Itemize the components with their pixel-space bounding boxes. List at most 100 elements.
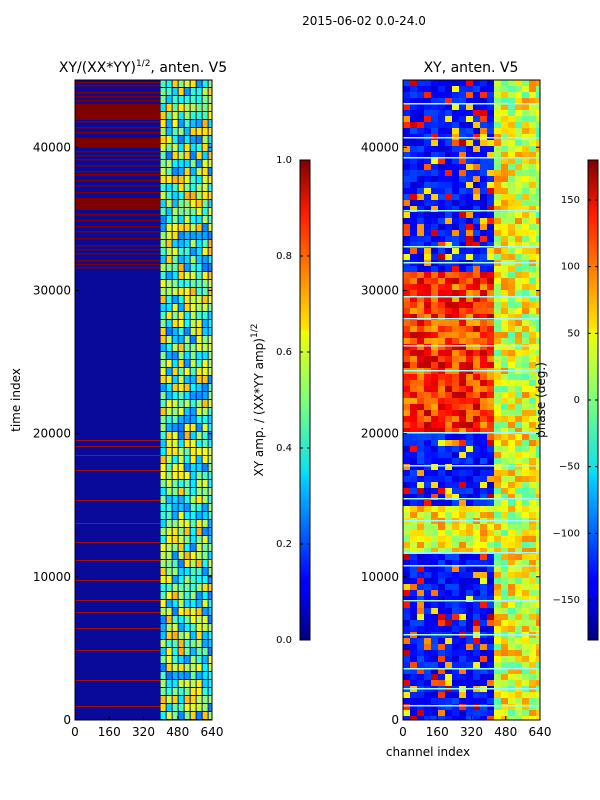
phase-cell [466,200,473,206]
phase-cell [459,620,466,626]
phase-cell [445,356,452,362]
phase-cell [529,434,536,440]
amplitude-band-cell [190,368,196,375]
phase-cell [487,152,494,158]
phase-cell [424,158,431,164]
phase-cell [501,230,508,236]
phase-cell [487,458,494,464]
phase-cell [431,530,438,536]
amplitude-band-cell [208,664,212,671]
phase-cell [501,422,508,428]
amplitude-band-cell [160,352,166,359]
phase-cell [466,656,473,662]
phase-cell [494,380,501,386]
amplitude-band-cell [208,464,212,471]
phase-cell [480,572,487,578]
phase-cell [508,464,515,470]
phase-cell [410,350,417,356]
phase-cell [494,452,501,458]
phase-cell [494,170,501,176]
phase-cell [487,224,494,230]
amplitude-band-cell [172,624,178,631]
phase-cell [522,680,529,686]
phase-cell [459,140,466,146]
phase-cell [459,428,466,434]
phase-cell [515,596,522,602]
phase-cell [438,482,445,488]
amplitude-band-cell [166,320,172,327]
amplitude-band-cell [190,528,196,535]
phase-cell [417,374,424,380]
phase-cell [494,704,501,710]
amplitude-band-cell [202,568,208,575]
amplitude-band-cell [172,120,178,127]
phase-cell [536,338,540,344]
phase-cell [536,440,540,446]
phase-cell [445,194,452,200]
amplitude-band-cell [190,408,196,415]
phase-cell [417,416,424,422]
amplitude-band-cell [184,488,190,495]
phase-cell [466,116,473,122]
amplitude-band-cell [208,704,212,711]
amplitude-band-cell [208,248,212,255]
phase-cell [403,158,410,164]
amplitude-band-cell [178,696,184,703]
phase-cell [529,704,536,710]
phase-cell [445,554,452,560]
phase-cell [515,578,522,584]
phase-cell [508,278,515,284]
phase-cell [431,398,438,404]
phase-cell [431,704,438,710]
phase-cell [403,146,410,152]
phase-cell [403,200,410,206]
amplitude-band-cell [208,512,212,519]
phase-cell [431,626,438,632]
phase-cell [473,164,480,170]
phase-cell [487,608,494,614]
phase-cell [438,440,445,446]
phase-cell [487,710,494,716]
phase-cell [438,158,445,164]
phase-flag-line [403,634,540,636]
phase-cell [508,230,515,236]
phase-cell [445,170,452,176]
phase-cell [466,266,473,272]
phase-cell [417,308,424,314]
amplitude-band-cell [196,296,202,303]
phase-cell [494,488,501,494]
phase-cell [473,410,480,416]
amplitude-band-cell [190,360,196,367]
amplitude-band-cell [190,640,196,647]
phase-cell [452,524,459,530]
amplitude-band-cell [172,352,178,359]
phase-cell [480,434,487,440]
phase-cell [403,548,410,554]
phase-cell [536,350,540,356]
phase-cell [487,530,494,536]
phase-cell [473,674,480,680]
amplitude-band-cell [190,680,196,687]
phase-cell [438,452,445,458]
phase-cell [459,602,466,608]
phase-cell [410,218,417,224]
amplitude-band-cell [196,280,202,287]
phase-cell [459,674,466,680]
phase-cell [452,494,459,500]
amplitude-band-cell [190,200,196,207]
amplitude-band-cell [160,600,166,607]
phase-cell [515,710,522,716]
phase-cell [445,140,452,146]
phase-cell [515,140,522,146]
amplitude-band-cell [184,264,190,271]
phase-cell [529,638,536,644]
amplitude-saturated-row [75,192,212,194]
phase-cell [445,104,452,110]
amplitude-band-cell [202,360,208,367]
phase-cell [487,692,494,698]
phase-cell [515,698,522,704]
phase-cell [410,458,417,464]
amplitude-band-cell [196,376,202,383]
phase-cell [501,104,508,110]
phase-cell [403,290,410,296]
